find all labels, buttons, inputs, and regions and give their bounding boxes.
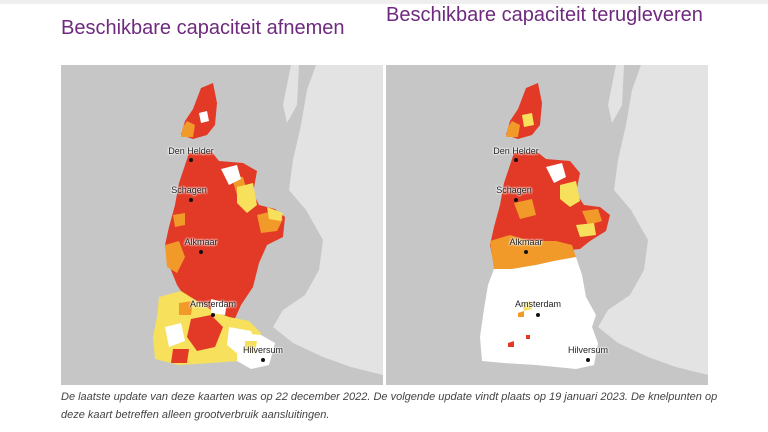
map-caption: De laatste update van deze kaarten was o… [61, 391, 718, 421]
region-yellow [576, 223, 596, 237]
region-yellow [522, 301, 532, 311]
region-yellow [560, 181, 580, 207]
city-label-amsterdam: Amsterdam [514, 299, 562, 309]
city-label-alkmaar: Alkmaar [509, 237, 543, 247]
city-dot [536, 313, 540, 317]
region-red [508, 341, 514, 347]
map-afnemen-canvas [61, 65, 383, 385]
region-red [187, 315, 223, 351]
city-label-amsterdam: Amsterdam [189, 299, 237, 309]
region-orange [506, 121, 520, 137]
region-yellow [522, 113, 534, 127]
city-dot [524, 250, 528, 254]
region-yellow [245, 341, 257, 353]
city-dot [189, 198, 193, 202]
city-dot [514, 198, 518, 202]
city-dot [189, 158, 193, 162]
map-title-afnemen: Beschikbare capaciteit afnemen [61, 17, 345, 39]
map-terugleveren-canvas [386, 65, 708, 385]
map-terugleveren: Den Helder Schagen Alkmaar Amsterdam Hil… [386, 65, 708, 385]
city-dot [199, 250, 203, 254]
city-dot [586, 358, 590, 362]
city-label-hilversum: Hilversum [242, 345, 284, 355]
region-white [211, 299, 227, 315]
region-white [165, 323, 185, 347]
city-label-schagen: Schagen [171, 185, 207, 195]
region-white [546, 163, 566, 183]
top-bar [0, 0, 768, 4]
map-afnemen: Den Helder Schagen Alkmaar Amsterdam Hil… [61, 65, 383, 385]
land-area [273, 65, 383, 375]
region-orange [165, 241, 185, 273]
city-dot [211, 313, 215, 317]
region-orange [173, 213, 185, 227]
land-area [283, 65, 299, 123]
land-area [598, 65, 708, 375]
region-orange [514, 199, 536, 219]
region-yellow [237, 183, 257, 213]
region-orange [518, 311, 524, 317]
region-white [221, 165, 241, 185]
region-yellow [267, 207, 283, 221]
city-label-den-helder: Den Helder [493, 146, 539, 156]
region-white [199, 111, 209, 123]
region-orange [582, 209, 602, 225]
map-title-terugleveren: Beschikbare capaciteit terugleveren [386, 4, 703, 26]
region-red [526, 335, 530, 339]
region-orange [490, 235, 576, 269]
region-red [171, 349, 189, 363]
city-label-den-helder: Den Helder [168, 146, 214, 156]
city-dot [261, 358, 265, 362]
city-label-schagen: Schagen [496, 185, 532, 195]
region-orange [179, 301, 193, 315]
region-orange [181, 121, 195, 137]
city-dot [514, 158, 518, 162]
city-label-alkmaar: Alkmaar [184, 237, 218, 247]
city-label-hilversum: Hilversum [567, 345, 609, 355]
land-area [608, 65, 624, 123]
